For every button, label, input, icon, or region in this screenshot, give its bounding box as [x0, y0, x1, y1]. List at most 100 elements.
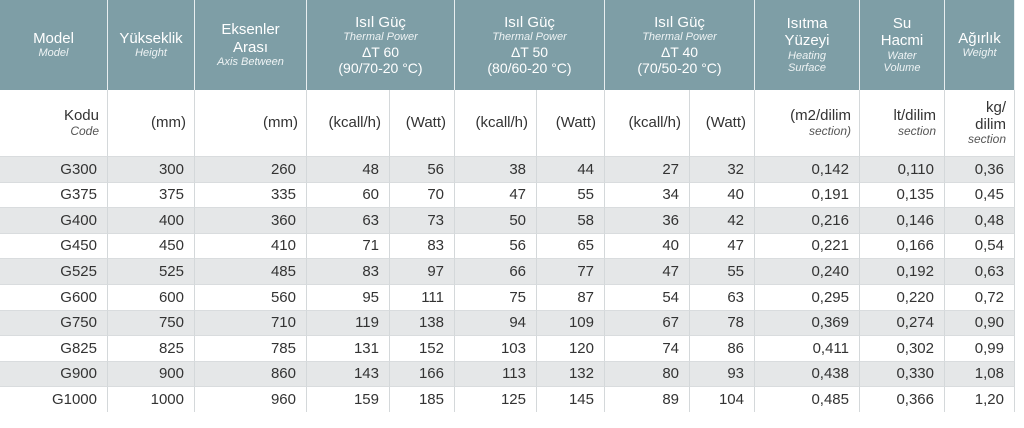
- data-cell: 132: [537, 360, 605, 387]
- data-cell: 89: [605, 386, 690, 412]
- data-cell: 86: [690, 335, 755, 361]
- data-cell: 77: [537, 258, 605, 284]
- unit-cell: (m2/dilim section): [755, 90, 860, 156]
- data-cell: 159: [307, 386, 390, 412]
- data-cell: 48: [307, 156, 390, 182]
- data-cell: 111: [390, 284, 455, 310]
- data-cell: 63: [690, 284, 755, 310]
- data-cell: 75: [455, 284, 537, 310]
- cell-value: 0,142: [811, 160, 849, 178]
- cell-value: 60: [362, 186, 379, 204]
- cell-value: 83: [362, 263, 379, 281]
- header-cell: Ağırlık Weight: [945, 0, 1015, 90]
- data-cell: 56: [455, 232, 537, 259]
- cell-value: 0,90: [974, 314, 1004, 332]
- data-cell: 40: [690, 181, 755, 208]
- data-cell: 50: [455, 207, 537, 233]
- data-cell: 0,63: [945, 258, 1015, 284]
- cell-value: 152: [418, 339, 444, 357]
- cell-value: 44: [577, 160, 594, 178]
- cell-value: 32: [727, 160, 744, 178]
- header-cell: Yükseklik Height: [108, 0, 195, 90]
- data-cell: 360: [195, 207, 307, 233]
- cell-value: 131: [353, 339, 379, 357]
- header-title: Yüzeyi: [784, 32, 830, 50]
- cell-value: G600: [60, 288, 97, 306]
- header-extra: ΔT 40: [660, 43, 699, 60]
- cell-value: 89: [662, 391, 679, 409]
- cell-value: 0,110: [897, 160, 934, 178]
- data-cell: G900: [0, 360, 108, 387]
- header-subtitle: Thermal Power: [492, 31, 567, 44]
- data-cell: 58: [537, 207, 605, 233]
- cell-value: 0,216: [811, 211, 849, 229]
- header-cell: Isıl Güç Thermal Power ΔT 40 (70/50-20 °C): [605, 0, 755, 90]
- data-cell: 71: [307, 232, 390, 259]
- header-title: Arası: [232, 38, 268, 56]
- cell-value: 600: [158, 288, 184, 306]
- data-cell: 560: [195, 284, 307, 310]
- data-cell: 410: [195, 232, 307, 259]
- cell-value: G825: [60, 339, 97, 357]
- data-cell: 0,45: [945, 181, 1015, 208]
- header-extra: (80/60-20 °C): [487, 59, 572, 76]
- data-cell: 109: [537, 309, 605, 336]
- cell-value: 55: [727, 263, 744, 281]
- cell-value: 74: [662, 339, 679, 357]
- cell-value: 0,54: [974, 237, 1004, 255]
- cell-value: 36: [662, 211, 679, 229]
- data-cell: 83: [390, 232, 455, 259]
- unit-cell: (Watt): [690, 90, 755, 156]
- data-cell: 400: [108, 207, 195, 233]
- header-title: Yükseklik: [119, 30, 183, 48]
- data-cell: 73: [390, 207, 455, 233]
- cell-value: G525: [60, 263, 97, 281]
- cell-value: 400: [158, 211, 184, 229]
- cell-value: 63: [362, 211, 379, 229]
- header-subtitle: Model: [38, 47, 69, 60]
- data-cell: 185: [390, 386, 455, 412]
- cell-value: 159: [353, 391, 379, 409]
- cell-value: 0,191: [811, 186, 849, 204]
- header-cell: Isıtma Yüzeyi Heating Surface: [755, 0, 860, 90]
- data-cell: 375: [108, 181, 195, 208]
- cell-value: 450: [158, 237, 184, 255]
- unit-label: (Watt): [555, 114, 596, 132]
- data-cell: 152: [390, 335, 455, 361]
- cell-value: 87: [577, 288, 594, 306]
- data-cell: 66: [455, 258, 537, 284]
- data-cell: 0,166: [860, 232, 945, 259]
- cell-value: 960: [270, 391, 296, 409]
- cell-value: 0,221: [811, 237, 849, 255]
- data-cell: 0,135: [860, 181, 945, 208]
- cell-value: 97: [427, 263, 444, 281]
- cell-value: 80: [662, 365, 679, 383]
- cell-value: G750: [60, 314, 97, 332]
- data-cell: 32: [690, 156, 755, 182]
- data-cell: 960: [195, 386, 307, 412]
- cell-value: 119: [355, 314, 379, 332]
- cell-value: 0,166: [896, 237, 934, 255]
- data-cell: 600: [108, 284, 195, 310]
- header-title: Ağırlık: [958, 30, 1001, 48]
- unit-label: (kcall/h): [475, 114, 528, 132]
- cell-value: 1,20: [974, 391, 1004, 409]
- data-cell: 93: [690, 360, 755, 387]
- data-cell: 525: [108, 258, 195, 284]
- data-cell: 131: [307, 335, 390, 361]
- cell-value: 63: [727, 288, 744, 306]
- unit-cell: (mm): [195, 90, 307, 156]
- data-cell: 0,369: [755, 309, 860, 336]
- unit-subtitle: section: [897, 123, 936, 138]
- header-cell: Model Model: [0, 0, 108, 90]
- cell-value: 0,72: [974, 288, 1004, 306]
- data-cell: 0,146: [860, 207, 945, 233]
- data-cell: 710: [195, 309, 307, 336]
- cell-value: 860: [270, 365, 296, 383]
- data-cell: 0,99: [945, 335, 1015, 361]
- data-cell: 40: [605, 232, 690, 259]
- cell-value: 111: [421, 288, 444, 306]
- header-cell: Su Hacmi Water Volume: [860, 0, 945, 90]
- unit-label: dilim: [975, 116, 1006, 134]
- cell-value: 47: [662, 263, 679, 281]
